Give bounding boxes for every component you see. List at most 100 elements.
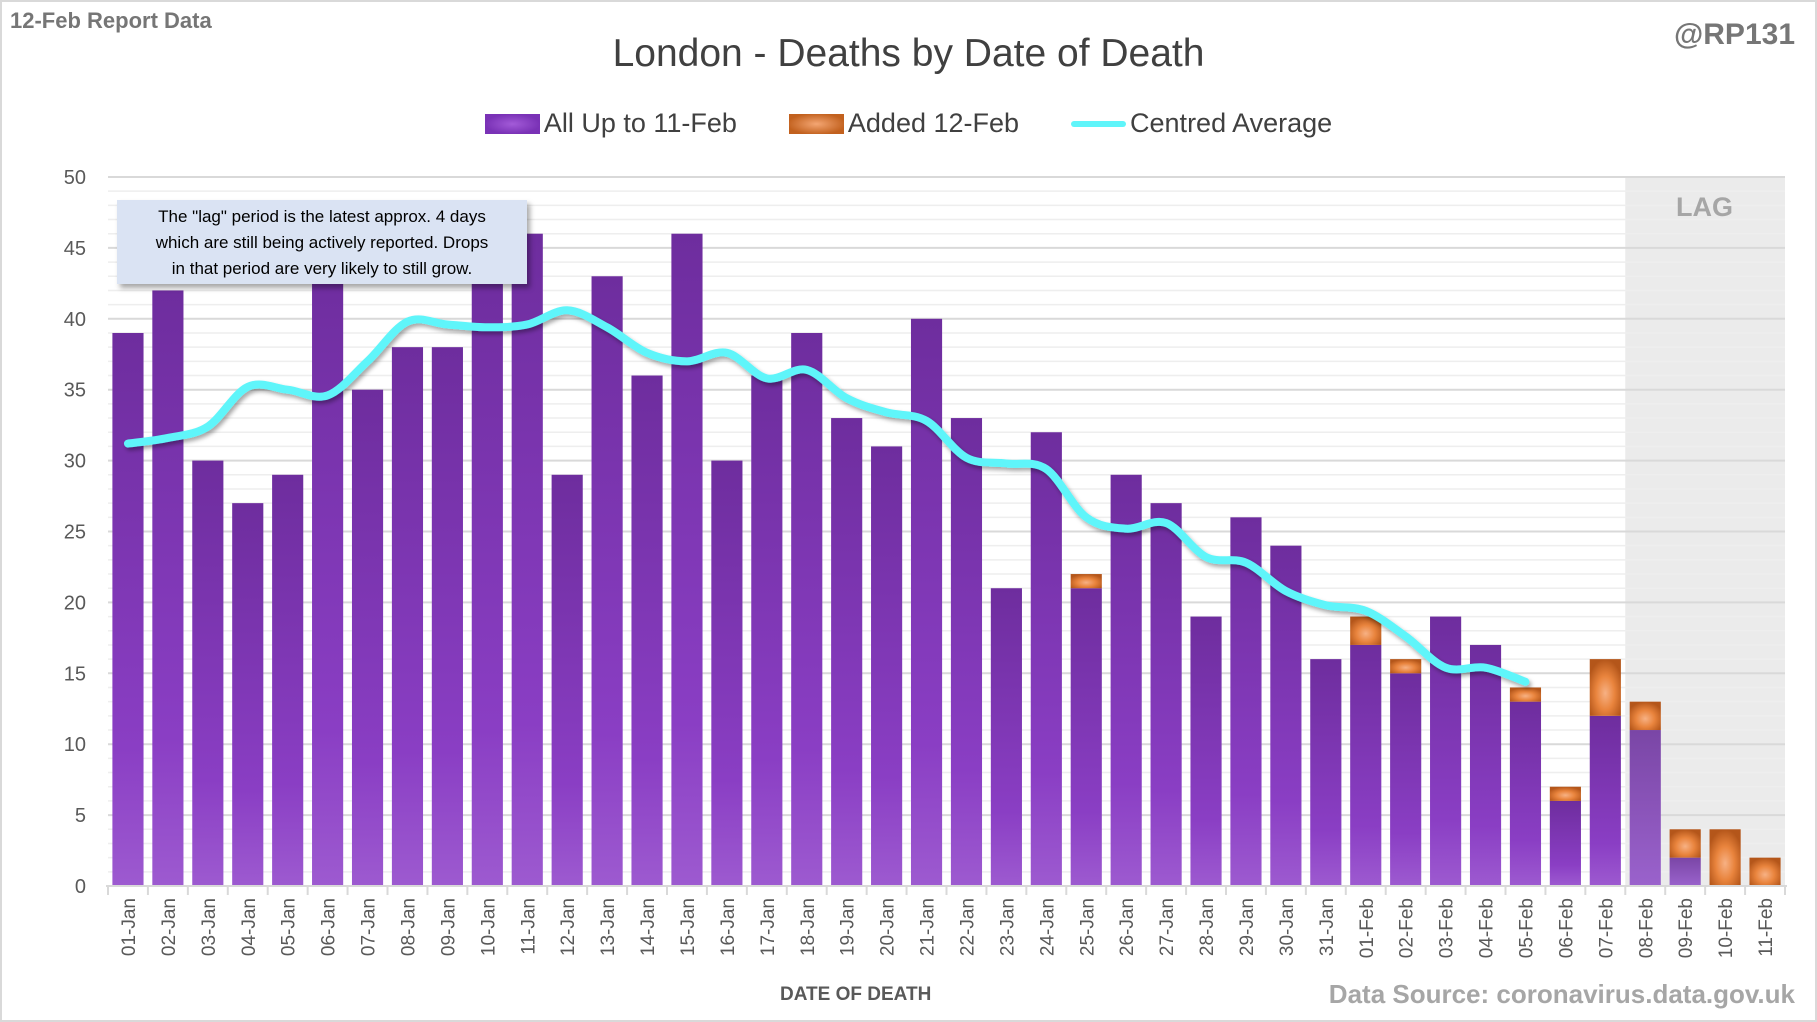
bar-base — [351, 389, 384, 886]
bar-base — [431, 347, 463, 886]
bar-base — [591, 276, 623, 886]
x-tick-label: 07-Feb — [1596, 898, 1617, 958]
y-tick-label: 5 — [75, 805, 86, 827]
bar-base — [871, 446, 903, 886]
bar-base — [1350, 644, 1382, 886]
data-source: Data Source: coronavirus.data.gov.uk — [1328, 979, 1795, 1009]
bar-added — [1509, 687, 1542, 702]
y-tick-label: 0 — [75, 876, 86, 898]
x-tick-label: 10-Feb — [1716, 898, 1737, 958]
lag-callout: The "lag" period is the latest approx. 4… — [117, 200, 527, 284]
legend-swatch-line — [1071, 120, 1127, 127]
x-tick-label: 01-Jan — [119, 898, 140, 956]
x-tick-label: 31-Jan — [1317, 898, 1338, 956]
x-tick-label: 25-Jan — [1077, 898, 1098, 956]
y-tick-label: 25 — [64, 522, 86, 544]
x-tick-label: 12-Jan — [558, 898, 579, 956]
bar-base — [1230, 517, 1262, 886]
bar-added — [1549, 786, 1581, 801]
bar-base — [1629, 730, 1661, 886]
x-tick-label: 30-Jan — [1277, 898, 1298, 956]
bar-base — [391, 347, 424, 886]
x-tick-label: 11-Jan — [518, 898, 539, 955]
x-tick-label: 04-Feb — [1477, 898, 1498, 958]
x-tick-label: 21-Jan — [918, 898, 939, 956]
centred-average-line — [123, 306, 1530, 686]
x-tick-label: 05-Feb — [1516, 898, 1537, 958]
x-tick-label: 08-Jan — [398, 898, 419, 956]
bar-base — [1070, 588, 1102, 886]
bar-base — [910, 318, 943, 886]
callout-line: in that period are very likely to still … — [171, 259, 473, 278]
bar-base — [950, 418, 983, 886]
x-tick-label: 14-Jan — [638, 898, 659, 956]
x-tick-label: 28-Jan — [1197, 898, 1218, 956]
bar-base — [751, 375, 783, 886]
x-tick-label: 10-Jan — [478, 898, 499, 956]
callout-line: The "lag" period is the latest approx. 4… — [158, 207, 486, 226]
x-tick-label: 06-Feb — [1556, 898, 1577, 958]
x-tick-label: 13-Jan — [598, 898, 619, 956]
bar-base — [1669, 857, 1701, 886]
y-tick-label: 20 — [64, 592, 86, 614]
bar-added — [1629, 701, 1661, 731]
bar-base — [791, 332, 823, 887]
bar-base — [631, 375, 663, 886]
y-tick-label: 50 — [64, 167, 86, 189]
x-tick-label: 23-Jan — [997, 898, 1018, 956]
x-tick-label: 04-Jan — [239, 898, 260, 956]
bar-added — [1669, 829, 1701, 858]
x-tick-label: 02-Feb — [1397, 898, 1418, 958]
bar-base — [1509, 701, 1542, 886]
x-tick-label: 26-Jan — [1117, 898, 1138, 956]
x-tick-label: 07-Jan — [359, 898, 380, 956]
bar-base — [112, 332, 144, 887]
report-date-label: 12-Feb Report Data — [10, 8, 212, 33]
x-tick-label: 06-Jan — [319, 898, 340, 956]
x-axis-title: DATE OF DEATH — [780, 984, 932, 1005]
y-tick-label: 10 — [64, 734, 86, 756]
bar-base — [831, 418, 863, 886]
bar-base — [152, 290, 184, 886]
x-tick-label: 09-Feb — [1676, 898, 1697, 958]
chart-title: London - Deaths by Date of Death — [612, 32, 1205, 75]
legend-item-added: Added 12-Feb — [788, 108, 1020, 139]
bar-base — [1390, 673, 1422, 886]
x-tick-label: 02-Jan — [159, 898, 180, 956]
y-tick-label: 45 — [64, 238, 86, 260]
x-tick-label: 15-Jan — [678, 898, 699, 956]
bar-base — [671, 233, 703, 887]
x-tick-label: 16-Jan — [718, 898, 739, 956]
bar-added — [1749, 857, 1781, 886]
x-tick-label: 11-Feb — [1756, 898, 1777, 957]
callout-line: which are still being actively reported.… — [155, 233, 489, 252]
x-tick-label: 19-Jan — [838, 898, 859, 956]
x-tick-label: 01-Feb — [1357, 898, 1378, 958]
legend-label: Centred Average — [1130, 108, 1333, 138]
x-tick-label: 20-Jan — [878, 898, 899, 956]
bar-base — [471, 262, 503, 887]
bar-added — [1709, 829, 1741, 886]
x-tick-label: 03-Jan — [199, 898, 220, 956]
bar-added — [1350, 616, 1382, 645]
bar-base — [511, 233, 543, 887]
bar-added — [1070, 574, 1102, 589]
lag-label: LAG — [1676, 192, 1733, 222]
x-tick-label: 24-Jan — [1037, 898, 1058, 956]
bar-base — [1110, 474, 1142, 886]
legend-swatch-purple — [484, 113, 540, 134]
bar-base — [990, 588, 1022, 886]
bar-base — [1549, 800, 1581, 886]
legend-label: Added 12-Feb — [847, 108, 1020, 138]
bar-base — [1190, 616, 1222, 886]
legend-label: All Up to 11-Feb — [543, 108, 737, 138]
bar-base — [711, 460, 743, 886]
x-tick-label: 09-Jan — [438, 898, 459, 956]
legend-item-average: Centred Average — [1071, 108, 1332, 139]
bar-base — [1150, 503, 1182, 886]
bar-base — [272, 474, 304, 886]
legend-swatch-orange — [788, 113, 844, 134]
bar-base — [192, 460, 224, 886]
x-tick-label: 27-Jan — [1157, 898, 1178, 956]
author-handle: @RP131 — [1674, 18, 1795, 51]
